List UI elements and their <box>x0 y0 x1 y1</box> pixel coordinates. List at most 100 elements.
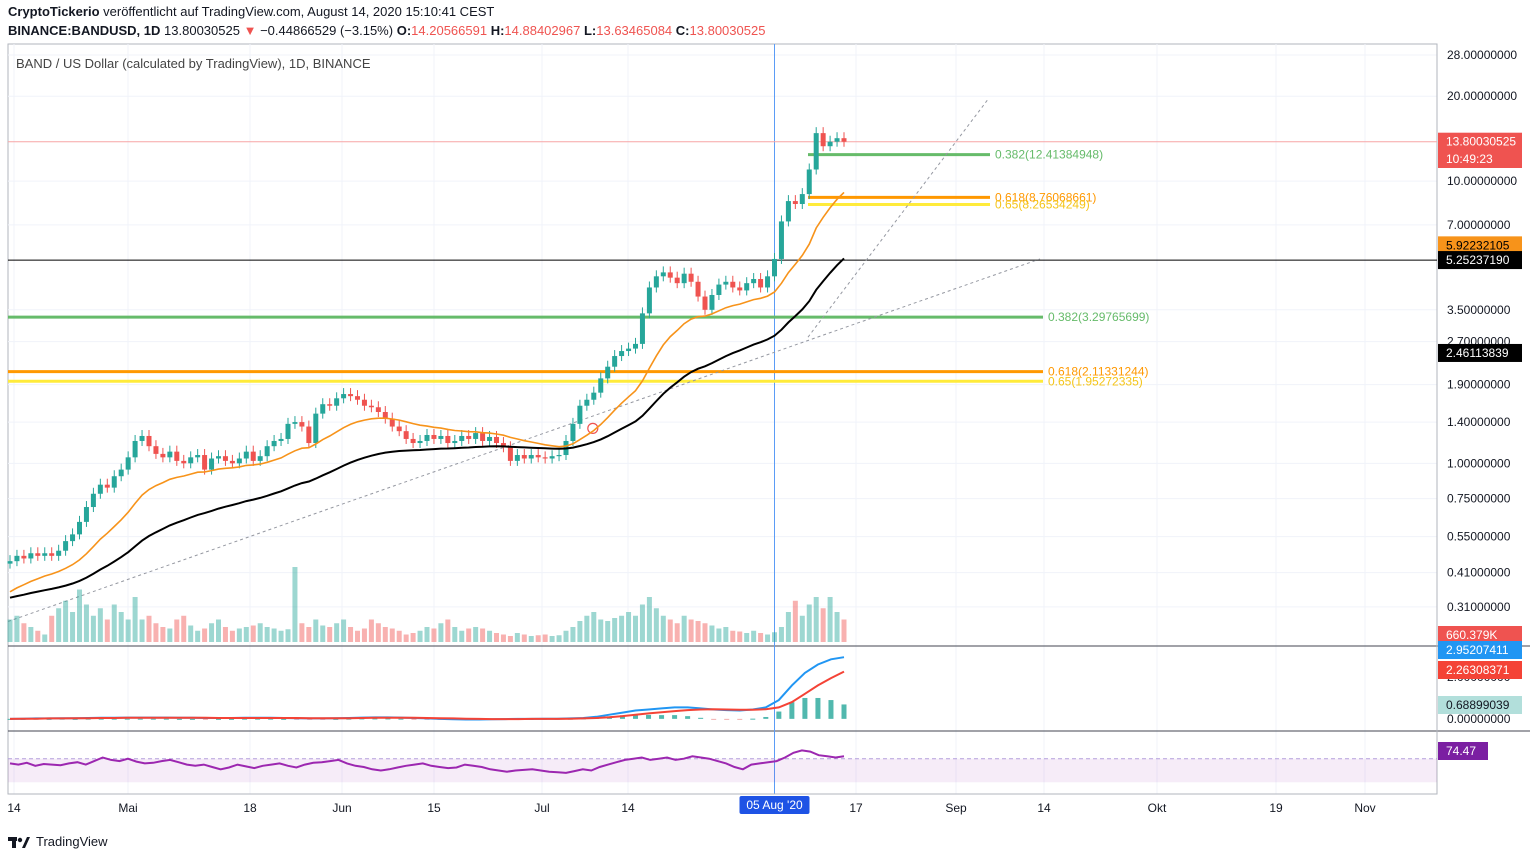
macd-histogram-bar <box>255 718 261 720</box>
volume-bar <box>271 628 277 642</box>
high-label: H: <box>490 23 505 38</box>
macd-histogram-bar <box>124 718 130 720</box>
macd-histogram-bar <box>176 718 182 720</box>
macd-histogram-bar <box>333 718 339 720</box>
time-tick: 18 <box>243 801 257 815</box>
volume-bar <box>320 625 326 642</box>
volume-bar <box>563 630 569 642</box>
volume-bar <box>452 627 458 642</box>
price-badge-bg <box>1438 150 1522 168</box>
fib-level-label: 0.382(3.29765699) <box>1048 310 1149 324</box>
volume-bar <box>181 615 187 642</box>
candle-body <box>334 398 340 406</box>
time-axis[interactable]: 14 Mai 18 Jun 15 Jul 14 17 Sep 14 Okt 19 Nov 05 Aug '… <box>7 793 1437 815</box>
candle-body <box>222 456 228 461</box>
volume-bar <box>459 630 465 642</box>
candle-body <box>549 456 555 459</box>
macd-histogram-bar <box>659 715 665 719</box>
volume-bar <box>542 634 548 642</box>
candle-body <box>368 405 374 408</box>
macd-histogram-bar <box>776 711 782 719</box>
price-badge-bg <box>1438 251 1522 270</box>
volume-bar <box>153 623 159 642</box>
volume-bars <box>7 567 847 642</box>
volume-bar <box>730 630 736 642</box>
macd-histogram-bar <box>646 714 652 719</box>
volume-bar <box>382 627 388 642</box>
macd-histogram-bar <box>737 718 743 720</box>
open-label: O: <box>396 23 412 38</box>
macd-histogram-bar <box>698 717 704 719</box>
candle-body <box>417 440 423 444</box>
volume-bar <box>167 628 173 642</box>
candle-body <box>167 451 173 458</box>
volume-bar <box>494 633 499 642</box>
price-tick: 7.00000000 <box>1447 218 1511 232</box>
candle-body <box>765 276 771 288</box>
candle-body <box>528 455 534 459</box>
volume-bar <box>209 623 215 642</box>
volume-bar <box>257 623 263 642</box>
macd-badge-bg <box>1438 641 1522 659</box>
volume-bar <box>417 630 423 642</box>
candle-body <box>146 435 152 447</box>
volume-bar <box>236 628 242 642</box>
volume-bar <box>14 615 20 642</box>
macd-histogram-bar <box>828 700 834 719</box>
signal-badge-bg <box>1438 661 1522 679</box>
price-tick: 0.55000000 <box>1447 530 1511 544</box>
candle-body <box>56 550 62 556</box>
candle-body <box>688 273 694 282</box>
candle-body <box>424 434 430 441</box>
last-price: 13.80030525 <box>164 23 240 38</box>
candle-body <box>382 412 388 419</box>
candle-body <box>799 194 805 204</box>
candle-body <box>674 277 680 284</box>
candle-body <box>633 343 638 349</box>
volume-bar <box>70 612 76 642</box>
candle-body <box>132 440 138 458</box>
candle-body <box>487 436 493 441</box>
macd-histogram-bar <box>111 718 117 720</box>
volume-bar <box>737 631 743 642</box>
high-value: 14.88402967 <box>504 23 581 38</box>
author[interactable]: CryptoTickerio <box>8 4 100 19</box>
macd-histogram-bar <box>242 718 248 720</box>
price-badge-bg <box>1438 626 1522 644</box>
candle-body <box>243 451 249 459</box>
candle-body <box>466 435 472 439</box>
price-tick: 0.31000000 <box>1447 600 1511 614</box>
volume-bar <box>42 634 48 642</box>
candle-body <box>494 436 499 444</box>
volume-bar <box>751 630 757 642</box>
volume-bar <box>626 612 632 642</box>
candle-body <box>438 435 444 439</box>
volume-bar <box>799 615 805 642</box>
volume-bar <box>21 623 27 642</box>
volume-bar <box>653 608 659 642</box>
price-axis[interactable]: 28.00000000 20.00000000 10.00000000 7.00000… <box>1438 48 1522 760</box>
candle-body <box>577 405 583 424</box>
macd-histogram-bar <box>137 718 143 720</box>
volume-bar <box>591 612 597 642</box>
candle-body <box>361 399 367 406</box>
volume-bar <box>480 628 486 642</box>
price-tick: 28.00000000 <box>1447 48 1517 62</box>
time-tick: 19 <box>1269 801 1283 815</box>
volume-bar <box>792 600 798 642</box>
time-tick: 17 <box>849 801 863 815</box>
candle-body <box>507 447 513 461</box>
rsi-band <box>8 758 1437 783</box>
volume-bar <box>160 627 166 642</box>
down-arrow-icon: ▼ <box>243 23 257 38</box>
tradingview-logo[interactable]: TradingView <box>8 834 108 849</box>
volume-bar <box>132 597 138 642</box>
candle-body <box>737 287 743 291</box>
candle-body <box>396 426 402 432</box>
volume-bar <box>758 633 764 642</box>
symbol-label[interactable]: BINANCE:BANDUSD, 1D <box>8 23 161 38</box>
candle-body <box>320 404 326 414</box>
price-tick: 0.41000000 <box>1447 566 1511 580</box>
candle-body <box>681 273 687 284</box>
